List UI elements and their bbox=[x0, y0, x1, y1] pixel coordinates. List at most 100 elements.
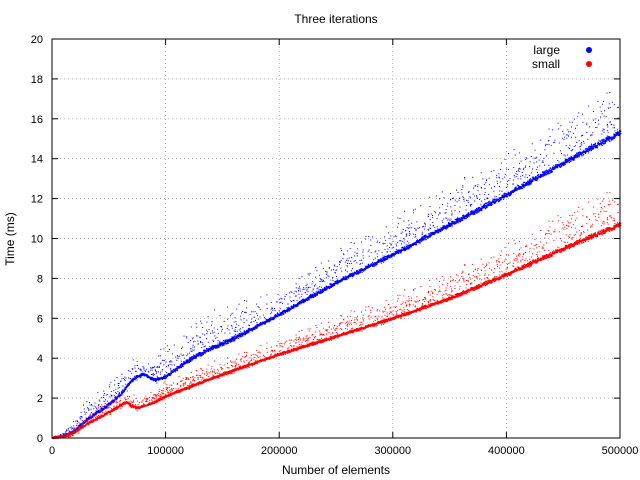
data-point bbox=[582, 121, 584, 123]
data-point bbox=[151, 399, 153, 401]
data-point bbox=[290, 291, 292, 293]
data-point bbox=[546, 170, 548, 172]
data-point bbox=[451, 214, 453, 216]
data-point bbox=[462, 214, 465, 216]
data-point bbox=[140, 407, 142, 409]
data-point bbox=[318, 289, 320, 291]
data-point bbox=[337, 278, 339, 280]
data-point bbox=[403, 249, 405, 252]
data-point bbox=[186, 337, 188, 339]
data-point bbox=[166, 345, 168, 347]
data-point bbox=[155, 378, 157, 380]
data-point bbox=[129, 396, 131, 398]
data-point bbox=[320, 290, 322, 292]
data-point bbox=[98, 399, 100, 401]
data-point bbox=[254, 311, 256, 313]
data-point bbox=[396, 245, 397, 247]
data-point bbox=[423, 238, 425, 240]
data-point bbox=[435, 212, 437, 214]
data-point bbox=[549, 136, 551, 138]
data-point bbox=[159, 363, 161, 365]
data-point bbox=[587, 152, 589, 154]
data-point bbox=[117, 401, 119, 403]
data-point bbox=[498, 176, 500, 178]
data-point bbox=[405, 244, 407, 246]
data-point bbox=[600, 141, 602, 143]
data-point bbox=[584, 152, 587, 154]
data-point bbox=[238, 333, 240, 335]
data-point bbox=[199, 352, 201, 354]
data-point bbox=[159, 388, 161, 390]
data-point bbox=[517, 169, 519, 171]
data-point bbox=[158, 366, 160, 368]
data-point bbox=[384, 243, 386, 244]
data-point bbox=[563, 161, 565, 164]
data-point bbox=[424, 238, 426, 240]
data-point bbox=[113, 390, 115, 392]
data-point bbox=[111, 395, 113, 396]
data-point bbox=[256, 325, 259, 327]
data-point bbox=[73, 430, 75, 432]
data-point bbox=[226, 342, 228, 344]
data-point bbox=[201, 322, 203, 324]
data-point bbox=[498, 173, 500, 175]
data-point bbox=[529, 161, 531, 163]
data-point bbox=[450, 198, 452, 200]
data-point bbox=[170, 372, 172, 374]
data-point bbox=[418, 240, 420, 242]
data-point bbox=[512, 189, 514, 192]
data-point bbox=[55, 435, 57, 437]
data-point bbox=[471, 211, 474, 213]
data-point bbox=[456, 222, 458, 223]
data-point bbox=[84, 420, 86, 422]
data-point bbox=[532, 168, 533, 170]
data-point bbox=[127, 395, 128, 397]
data-point bbox=[581, 113, 583, 115]
data-point bbox=[602, 141, 604, 144]
data-point bbox=[144, 373, 146, 375]
data-point bbox=[383, 261, 385, 263]
data-point bbox=[211, 345, 213, 347]
data-point bbox=[301, 301, 304, 303]
data-point bbox=[491, 203, 493, 206]
data-point bbox=[520, 160, 522, 162]
data-point bbox=[80, 424, 82, 426]
data-point bbox=[408, 247, 411, 249]
data-point bbox=[409, 246, 411, 248]
data-point bbox=[148, 396, 150, 398]
data-point bbox=[566, 137, 568, 139]
data-point bbox=[546, 171, 548, 173]
data-point bbox=[250, 329, 252, 331]
data-point bbox=[429, 206, 431, 207]
data-point bbox=[85, 417, 87, 419]
data-point bbox=[311, 290, 313, 292]
data-point bbox=[607, 137, 609, 140]
data-point bbox=[448, 222, 449, 223]
data-point bbox=[351, 256, 353, 258]
data-point bbox=[91, 413, 93, 415]
data-point bbox=[150, 369, 152, 371]
data-point bbox=[500, 162, 502, 164]
data-point bbox=[577, 154, 579, 156]
data-point bbox=[190, 356, 193, 359]
data-point bbox=[280, 312, 282, 314]
data-point bbox=[152, 379, 155, 382]
data-point bbox=[180, 353, 182, 355]
data-point bbox=[93, 408, 95, 410]
data-point bbox=[435, 231, 437, 233]
data-point bbox=[81, 416, 83, 418]
data-point bbox=[375, 250, 377, 252]
data-point bbox=[529, 178, 532, 180]
data-point bbox=[351, 273, 353, 275]
data-point bbox=[99, 408, 101, 410]
data-point bbox=[601, 144, 603, 147]
data-point bbox=[202, 333, 204, 335]
data-point bbox=[440, 229, 443, 231]
data-point bbox=[447, 226, 449, 229]
data-point bbox=[345, 278, 347, 280]
data-point bbox=[400, 232, 402, 234]
data-point bbox=[343, 277, 345, 279]
data-point bbox=[66, 435, 68, 437]
data-point bbox=[166, 375, 169, 378]
data-point bbox=[229, 341, 230, 343]
